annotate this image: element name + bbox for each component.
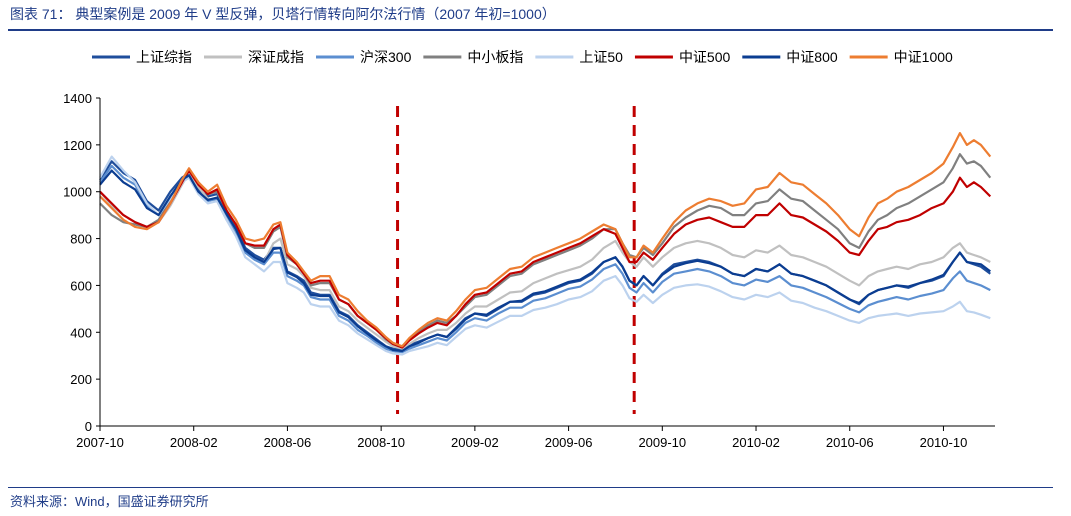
legend-entry: 上证50 [579, 49, 623, 65]
x-tick-label: 2010-06 [826, 435, 874, 450]
x-tick-label: 2008-10 [357, 435, 405, 450]
legend-entry: 上证综指 [136, 49, 192, 65]
series-line-上证50 [99, 155, 991, 356]
legend-entry: 沪深300 [360, 49, 412, 65]
series-line-中小板指 [99, 153, 992, 348]
source-note: 资料来源：Wind，国盛证券研究所 [10, 494, 209, 509]
x-tick-label: 2009-10 [638, 435, 686, 450]
y-tick-label: 800 [70, 232, 92, 247]
x-tick-label: 2008-06 [264, 435, 312, 450]
x-tick-label: 2010-10 [920, 435, 968, 450]
axes: 0 200 400 600 800 1000 1200 1400 2007-10 2008-02 2… [63, 91, 995, 450]
top-rule [8, 29, 1053, 31]
x-tick-label: 2008-02 [170, 435, 218, 450]
x-tick-label: 2009-02 [451, 435, 499, 450]
bottom-rule [8, 487, 1053, 488]
y-tick-label: 600 [70, 278, 92, 293]
y-tick-label: 1200 [63, 138, 92, 153]
y-tick-label: 200 [70, 372, 92, 387]
figure-caption: 图表 71： 典型案例是 2009 年 V 型反弹，贝塔行情转向阿尔法行情（20… [10, 6, 556, 22]
legend: 上证综指 深证成指 沪深300 中小板指 上证50 中证500 中证800 中证1000 [92, 49, 953, 65]
series-line-中证1000 [99, 132, 992, 348]
series-line-中证800 [99, 169, 991, 353]
vertical-markers [396, 106, 636, 414]
series-line-沪深300 [99, 164, 991, 354]
y-tick-label: 400 [70, 325, 92, 340]
series-line-中证500 [99, 169, 992, 349]
x-tick-label: 2009-06 [545, 435, 593, 450]
legend-entry: 中小板指 [467, 49, 523, 65]
legend-entry: 中证1000 [894, 49, 953, 65]
y-tick-label: 1000 [63, 185, 92, 200]
x-tick-label: 2007-10 [76, 435, 124, 450]
y-tick-label: 0 [85, 419, 92, 434]
legend-entry: 中证500 [679, 49, 731, 65]
legend-entry: 中证800 [786, 49, 838, 65]
y-tick-label: 1400 [63, 91, 92, 106]
x-tick-label: 2010-02 [732, 435, 780, 450]
legend-entry: 深证成指 [248, 49, 304, 65]
series-lines [99, 132, 992, 356]
